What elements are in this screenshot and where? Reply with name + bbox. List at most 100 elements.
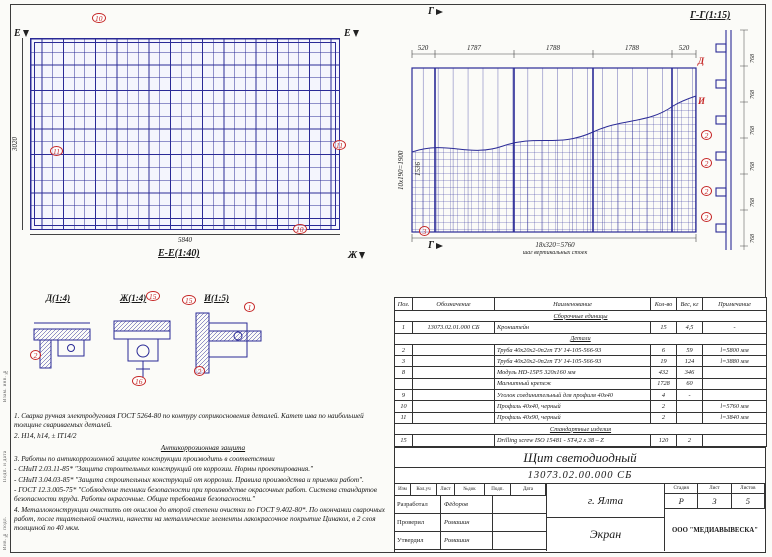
title-block: Щит светодиодный 13073.02.00.000 СБ Изм … <box>394 447 766 553</box>
callout-pos-2-a: 2 <box>701 130 712 140</box>
front-width-dim: 5840 <box>178 236 192 244</box>
stage-col-listov: Листов <box>732 484 765 493</box>
detail-zh-title: Ж(1:4) <box>120 293 147 303</box>
spec-col-header-note: Примечание <box>702 297 767 311</box>
stamp-inv-podl: Инв. № подл. <box>3 516 8 550</box>
front-view-caption: Е-Е(1:40) <box>158 248 200 259</box>
gg-dim-768-1: 768 <box>750 54 756 63</box>
callout-detail-i-1: 1 <box>244 302 255 312</box>
stage-value-listov: 5 <box>732 494 765 508</box>
callout-pos-11-right: 11 <box>333 140 346 150</box>
callout-detail-zh-15: 15 <box>146 291 160 301</box>
spec-item-row: 9 Уголок соединительный для профиля 40х40… <box>394 389 767 402</box>
detail-i-title: И(1:5) <box>204 293 229 303</box>
callout-pos-10-bottom: 10 <box>293 224 307 234</box>
side-dim-520-right: 520 <box>678 44 690 52</box>
callout-pos-2-d: 2 <box>701 212 712 222</box>
spec-col-header-designation: Обозначение <box>412 297 495 311</box>
note-line: - СНиП 3.04.03-85* "Защита строительных … <box>14 475 364 484</box>
spec-section-row: Сборочные единицы <box>394 309 767 323</box>
spec-header-row: Поз. Обозначение Наименование Кол-во Вес… <box>394 297 767 311</box>
detail-label-i: И <box>698 96 706 106</box>
section-arrow-down-icon <box>352 30 359 37</box>
spec-table: Поз. Обозначение Наименование Кол-во Вес… <box>394 297 767 447</box>
side-dim-520-left: 520 <box>417 44 429 52</box>
detail-i-drawing <box>195 312 262 374</box>
stage-value-list: 3 <box>698 494 732 508</box>
note-line: 1. Сварка ручная электродуговая ГОСТ 526… <box>14 412 364 429</box>
stamp-vzam-inv: Взам. инв. № <box>3 368 8 402</box>
spec-item-row: 2 Труба 40х20х2-0п2гп ТУ 14-105-566-93 6 59… <box>394 343 767 357</box>
stage-col-list: Лист <box>698 484 732 493</box>
spec-section-row: Детали <box>394 332 767 345</box>
gg-dim-768-6: 768 <box>750 234 756 243</box>
callout-pos-10-top: 10 <box>92 13 106 23</box>
section-arrow-right-icon <box>436 8 444 15</box>
sign-rows: Разработал Фёдоров Проверил Ромашин Утвердил… <box>395 496 546 550</box>
side-view-drawing <box>411 50 697 242</box>
company-cell: ООО "МЕДИАВЫВЕСКА" <box>672 526 758 534</box>
note-line: 2. Н14, h14, ± IT14/2 <box>14 431 77 440</box>
section-letter-e: Е <box>344 28 351 39</box>
section-arrow-down-icon <box>359 252 366 259</box>
stage-header-row: Стадия Лист Листов <box>665 484 765 494</box>
spec-item-row: Магнитный крепеж 1728 60 <box>394 377 767 391</box>
spec-item-row: 11 Профиль 40х90, черный 2 l=3840 мм <box>394 411 767 424</box>
notes-list: 1. Сварка ручная электродуговая ГОСТ 526… <box>14 412 392 534</box>
side-dim-bottom-note: шаг вертикальных стоек <box>522 250 588 256</box>
section-marker-zh: Ж <box>348 250 366 261</box>
note-line: 3. Работы по антикоррозионной защите кон… <box>14 454 275 463</box>
callout-pos-11-left: 11 <box>50 146 63 156</box>
sheet-name-cell: Экран <box>589 527 622 541</box>
spec-item-row: 15 Drilling screw ISO 15481 - ST4,2 х 38 … <box>394 434 767 447</box>
stage-value-row: Р 3 5 <box>665 494 765 509</box>
sign-row: Разработал Фёдоров <box>395 496 546 514</box>
detail-zh-drawing <box>113 320 171 377</box>
stage-value-stadia: Р <box>665 494 699 508</box>
callout-pos-2-c: 2 <box>701 186 712 196</box>
sign-area: Изм Кол.уч Лист №док Подп. Дата Разработ… <box>395 484 547 551</box>
gg-dim-768-4: 768 <box>750 162 756 171</box>
sign-header-row: Изм Кол.уч Лист №док Подп. Дата <box>395 484 546 496</box>
section-marker-g-top: Г <box>428 6 444 17</box>
section-letter-g: Г <box>428 6 435 17</box>
section-letter-e: Е <box>14 28 21 39</box>
side-dim-1788-a: 1788 <box>546 44 560 52</box>
note-line: - СНиП 2.03.11-85* "Защита строительных … <box>14 465 314 473</box>
callout-pos-2-b: 2 <box>701 158 712 168</box>
spec-item-row: 1 13073.02.01.000 СБ Кронштейн 15 4,5- <box>394 321 767 334</box>
notes-heading: Антикоррозионная защита <box>160 443 246 452</box>
city-cell: г. Ялта <box>547 484 664 518</box>
spec-table-body: Сборочные единицы 1 13073.02.01.000 СБ Крон… <box>394 309 767 447</box>
callout-pos-3: 3 <box>419 226 430 236</box>
detail-d-title: Д(1:4) <box>46 293 71 303</box>
detail-d-drawing <box>33 322 91 369</box>
section-marker-e-right: Е <box>344 28 359 39</box>
spec-section-row: Стандартные изделия <box>394 422 767 436</box>
gg-dim-768-3: 768 <box>750 126 756 135</box>
side-dim-1788-b: 1788 <box>625 44 639 52</box>
doc-title: Щит светодиодный <box>395 448 765 468</box>
spec-col-header-pos: Поз. <box>394 297 413 311</box>
section-gg-title: Г-Г(1:15) <box>690 10 731 21</box>
sign-row: Утвердил Ромашин <box>395 532 546 550</box>
side-dim-1787: 1787 <box>467 44 481 52</box>
section-marker-e-left: Е <box>14 28 29 39</box>
dim-line-front-height <box>22 38 23 230</box>
gg-dim-768-2: 768 <box>750 90 756 99</box>
spec-item-row: 8 Модуль HD-15P5 320х160 мм 432 346 <box>394 366 767 379</box>
spec-col-header-qty: Кол-во <box>650 297 677 311</box>
note-line: 4. Металлоконструкции очистить от окисло… <box>14 505 385 532</box>
gg-dim-768-5: 768 <box>750 198 756 207</box>
stage-col-stadia: Стадия <box>665 484 699 493</box>
callout-detail-i-2: 2 <box>194 366 205 376</box>
spec-item-row: 3 Труба 40х20х2-0п2гп ТУ 14-105-566-93 19 1… <box>394 355 767 368</box>
front-height-dim: 3020 <box>11 137 19 151</box>
section-marker-g-bottom: Г <box>428 240 444 251</box>
spec-col-header-name: Наименование <box>494 297 651 311</box>
section-arrow-down-icon <box>22 30 29 37</box>
sign-row: Проверил Ромашин <box>395 514 546 532</box>
sign-col-koluch: Кол.уч <box>411 484 437 495</box>
detail-label-d: Д <box>698 56 705 66</box>
spec-col-header-weight: Вес, кг <box>676 297 703 311</box>
